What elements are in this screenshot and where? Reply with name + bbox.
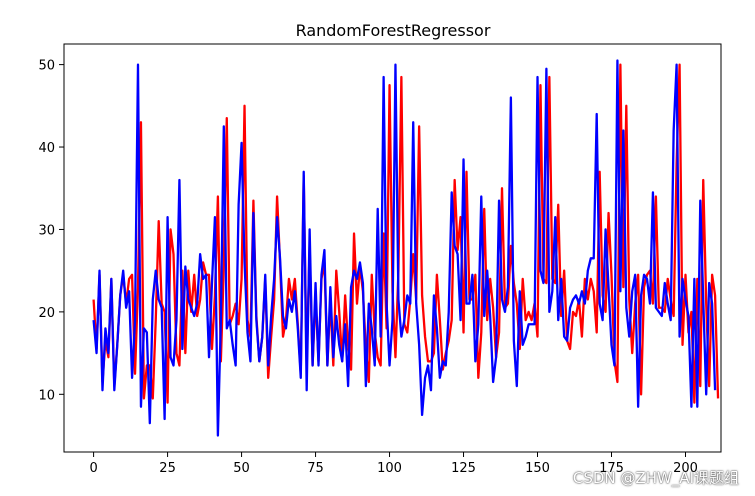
y-tick-label: 40 <box>38 141 55 156</box>
y-tick-label: 30 <box>38 223 55 238</box>
plot-frame <box>63 43 722 453</box>
y-tick-label: 50 <box>38 59 55 74</box>
x-tick-label: 25 <box>159 461 176 476</box>
x-tick-label: 50 <box>233 461 250 476</box>
x-tick-label: 150 <box>525 461 550 476</box>
x-tick-label: 175 <box>599 461 624 476</box>
y-axis: 10 20 30 40 50 <box>38 59 64 403</box>
series-layer <box>92 59 720 437</box>
watermark-text: CSDN @ZHW_AI课题组 <box>572 469 739 487</box>
x-tick-label: 125 <box>451 461 476 476</box>
x-tick-label: 200 <box>673 461 698 476</box>
x-tick-label: 75 <box>307 461 324 476</box>
y-tick-label: 10 <box>38 388 55 403</box>
x-tick-label: 100 <box>377 461 402 476</box>
x-axis: 0 25 50 75 100 125 150 175 200 <box>89 452 698 476</box>
x-tick-label: 0 <box>89 461 97 476</box>
y-tick-label: 20 <box>38 306 55 321</box>
series-line-1 <box>92 59 717 437</box>
chart-title: RandomForestRegressor <box>296 21 491 40</box>
